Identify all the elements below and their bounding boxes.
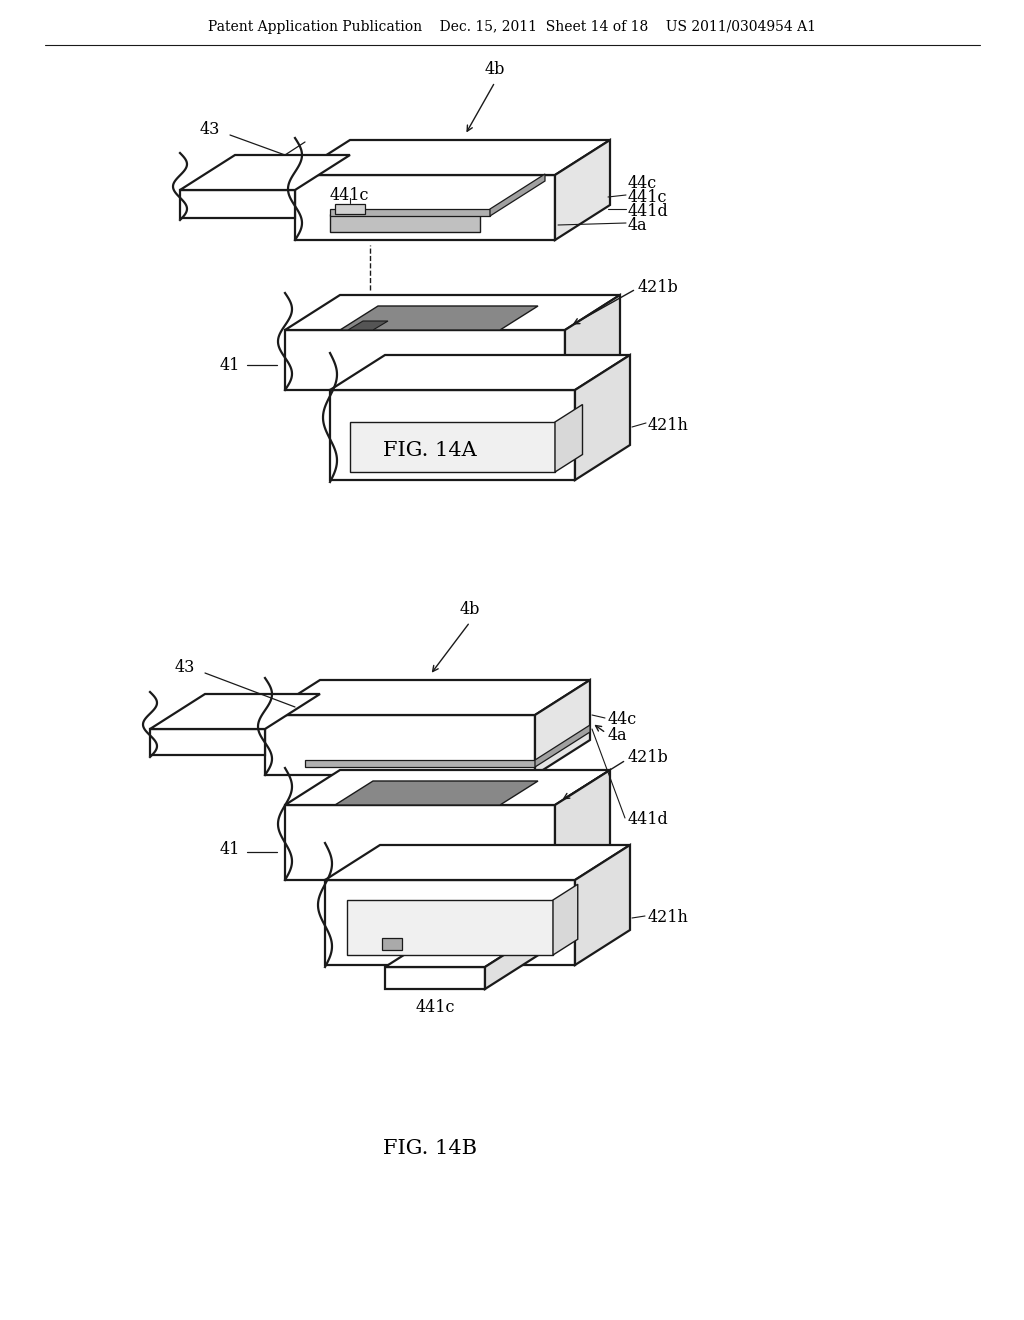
Text: 4b: 4b	[484, 62, 505, 78]
Polygon shape	[285, 330, 565, 389]
Text: 441d: 441d	[628, 812, 669, 829]
Polygon shape	[335, 781, 538, 805]
Polygon shape	[575, 355, 630, 480]
Polygon shape	[555, 140, 610, 240]
Polygon shape	[348, 321, 388, 330]
Polygon shape	[330, 389, 575, 480]
Text: 43: 43	[200, 121, 220, 139]
Text: 421b: 421b	[638, 279, 679, 296]
Polygon shape	[295, 176, 555, 240]
Polygon shape	[265, 715, 535, 775]
Polygon shape	[555, 770, 610, 880]
Text: 421h: 421h	[648, 909, 689, 927]
Text: 44c: 44c	[628, 174, 657, 191]
Text: 441c: 441c	[330, 187, 370, 205]
Polygon shape	[382, 939, 402, 950]
Text: 44c: 44c	[608, 711, 637, 729]
Text: 4b: 4b	[460, 602, 480, 619]
Polygon shape	[285, 805, 555, 880]
Polygon shape	[295, 140, 610, 176]
Polygon shape	[535, 725, 590, 767]
Text: 43: 43	[175, 659, 196, 676]
Polygon shape	[150, 729, 265, 755]
Text: 4a: 4a	[608, 726, 628, 743]
Polygon shape	[485, 932, 540, 989]
Polygon shape	[385, 968, 485, 989]
Polygon shape	[330, 355, 630, 389]
Text: 441c: 441c	[628, 189, 668, 206]
Polygon shape	[265, 680, 590, 715]
Text: 421b: 421b	[628, 750, 669, 767]
Text: 421h: 421h	[648, 417, 689, 433]
Polygon shape	[350, 422, 555, 473]
Text: 41: 41	[220, 356, 241, 374]
Text: FIG. 14A: FIG. 14A	[383, 441, 477, 459]
Polygon shape	[335, 205, 365, 214]
Polygon shape	[330, 214, 480, 232]
Text: 441d: 441d	[628, 202, 669, 219]
Polygon shape	[325, 880, 575, 965]
Text: FIG. 14B: FIG. 14B	[383, 1138, 477, 1158]
Text: 41: 41	[220, 842, 241, 858]
Polygon shape	[340, 306, 538, 330]
Polygon shape	[535, 680, 590, 775]
Polygon shape	[325, 845, 630, 880]
Polygon shape	[385, 932, 540, 968]
Polygon shape	[180, 190, 295, 218]
Polygon shape	[553, 884, 578, 954]
Text: Patent Application Publication    Dec. 15, 2011  Sheet 14 of 18    US 2011/03049: Patent Application Publication Dec. 15, …	[208, 20, 816, 34]
Polygon shape	[285, 294, 620, 330]
Text: 4a: 4a	[628, 216, 647, 234]
Polygon shape	[180, 154, 350, 190]
Polygon shape	[575, 845, 630, 965]
Polygon shape	[490, 174, 545, 216]
Text: 441c: 441c	[416, 998, 455, 1015]
Polygon shape	[285, 770, 610, 805]
Polygon shape	[555, 404, 583, 473]
Polygon shape	[305, 760, 535, 767]
Polygon shape	[150, 694, 319, 729]
Polygon shape	[330, 209, 490, 216]
Polygon shape	[565, 294, 620, 389]
Polygon shape	[347, 900, 553, 954]
